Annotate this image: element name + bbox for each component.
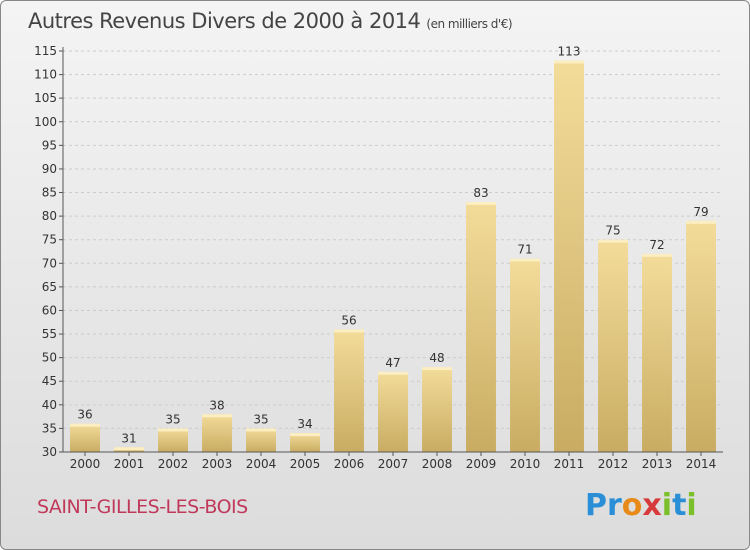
y-tick-label: 30 — [42, 445, 57, 459]
bar-top-highlight — [246, 428, 276, 432]
data-label: 113 — [558, 44, 581, 58]
bar-2003 — [202, 414, 232, 452]
bar-top-highlight — [158, 428, 188, 432]
y-tick-label: 110 — [34, 68, 57, 82]
bar-top-highlight — [334, 329, 364, 333]
data-label: 75 — [605, 224, 620, 238]
bar-2008 — [422, 367, 452, 452]
x-tick-label: 2001 — [114, 457, 145, 471]
bar-top-highlight — [378, 371, 408, 375]
bar-top-highlight — [70, 423, 100, 427]
logo-letter: P — [585, 488, 607, 523]
y-tick-label: 85 — [42, 186, 57, 200]
bar-top-highlight — [466, 201, 496, 205]
logo-letter: i — [661, 488, 673, 523]
x-tick-label: 2011 — [554, 457, 585, 471]
bar-2013 — [642, 253, 672, 452]
y-tick-label: 50 — [42, 351, 57, 365]
bar-2010 — [510, 258, 540, 452]
data-label: 83 — [473, 186, 488, 200]
data-label: 35 — [253, 412, 268, 426]
logo-letter: i — [686, 488, 697, 523]
y-tick-label: 100 — [34, 115, 57, 129]
x-tick-label: 2010 — [510, 457, 541, 471]
proxiti-logo: Proxiti — [585, 488, 697, 523]
logo-letter: r — [607, 488, 622, 523]
bar-2014 — [686, 220, 716, 452]
title-text: Autres Revenus Divers de 2000 à 2014 — [28, 9, 421, 33]
logo-letter: x — [642, 488, 662, 523]
bar-top-highlight — [554, 60, 584, 64]
x-tick-label: 2005 — [290, 457, 321, 471]
y-tick-label: 40 — [42, 398, 57, 412]
bar-2002 — [158, 428, 188, 452]
bar-top-highlight — [598, 239, 628, 243]
y-tick-label: 55 — [42, 327, 57, 341]
bar-top-highlight — [686, 220, 716, 224]
bar-2005 — [290, 433, 320, 452]
bar-top-highlight — [510, 258, 540, 262]
y-tick-label: 80 — [42, 209, 57, 223]
bar-2011 — [554, 60, 584, 452]
data-label: 34 — [297, 417, 312, 431]
x-tick-label: 2003 — [202, 457, 233, 471]
x-tick-label: 2009 — [466, 457, 497, 471]
place-name: SAINT-GILLES-LES-BOIS — [37, 496, 248, 518]
y-tick-label: 60 — [42, 303, 57, 317]
data-label: 38 — [209, 398, 224, 412]
y-tick-label: 95 — [42, 138, 57, 152]
bar-2000 — [70, 423, 100, 452]
data-label: 47 — [385, 356, 400, 370]
bar-2007 — [378, 371, 408, 452]
data-label: 31 — [121, 431, 136, 445]
y-tick-label: 45 — [42, 374, 57, 388]
data-label: 79 — [693, 205, 708, 219]
data-label: 72 — [649, 238, 664, 252]
bar-2004 — [246, 428, 276, 452]
unit-text: (en milliers d'€) — [426, 17, 513, 31]
bar-top-highlight — [290, 433, 320, 437]
y-tick-label: 90 — [42, 162, 57, 176]
x-tick-label: 2007 — [378, 457, 409, 471]
bar-2006 — [334, 329, 364, 452]
x-tick-label: 2006 — [334, 457, 365, 471]
bar-2009 — [466, 201, 496, 452]
y-tick-label: 65 — [42, 280, 57, 294]
x-tick-label: 2000 — [70, 457, 101, 471]
x-tick-label: 2002 — [158, 457, 189, 471]
logo-letter: o — [621, 488, 643, 523]
x-tick-label: 2012 — [598, 457, 629, 471]
y-tick-label: 35 — [42, 421, 57, 435]
bar-top-highlight — [202, 414, 232, 418]
y-tick-label: 70 — [42, 256, 57, 270]
data-label: 56 — [341, 313, 356, 327]
x-tick-label: 2008 — [422, 457, 453, 471]
logo-letter: t — [672, 488, 687, 523]
x-tick-label: 2013 — [642, 457, 673, 471]
y-tick-label: 105 — [34, 91, 57, 105]
chart-title: Autres Revenus Divers de 2000 à 2014 (en … — [28, 9, 513, 33]
x-tick-label: 2004 — [246, 457, 277, 471]
bar-top-highlight — [642, 253, 672, 257]
bar-2012 — [598, 239, 628, 452]
data-label: 35 — [165, 412, 180, 426]
data-label: 36 — [77, 408, 92, 422]
y-tick-label: 115 — [34, 44, 57, 58]
data-label: 71 — [517, 243, 532, 257]
y-tick-label: 75 — [42, 233, 57, 247]
data-label: 48 — [429, 351, 444, 365]
x-tick-label: 2014 — [686, 457, 717, 471]
bar-top-highlight — [422, 367, 452, 371]
bar-top-highlight — [114, 447, 144, 451]
